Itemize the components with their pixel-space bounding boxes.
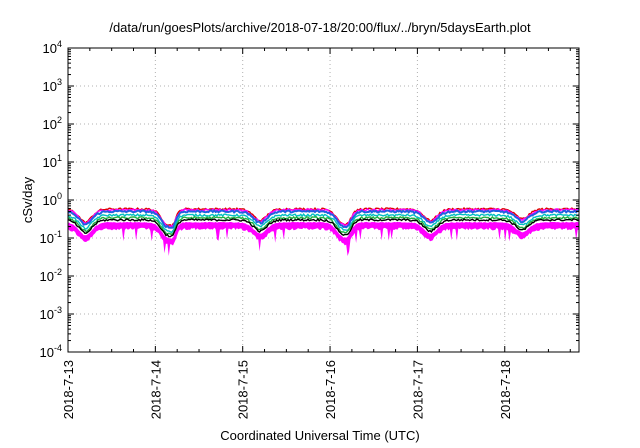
- x-tick-label: 2018-7-18: [498, 360, 513, 419]
- x-axis-label: Coordinated Universal Time (UTC): [220, 428, 420, 443]
- x-tick-label: 2018-7-13: [61, 360, 76, 419]
- x-tick-label: 2018-7-16: [323, 360, 338, 419]
- y-tick-label: 101: [43, 153, 62, 170]
- x-tick-label: 2018-7-14: [148, 360, 163, 419]
- y-tick-label: 10-3: [40, 305, 62, 322]
- y-tick-label: 10-1: [40, 229, 62, 246]
- y-tick-label: 10-2: [40, 267, 62, 284]
- series-line: [67, 213, 580, 234]
- series-band-low: [68, 222, 579, 256]
- series-line: [67, 215, 580, 236]
- y-axis-label: cSv/day: [20, 176, 35, 223]
- x-tick-label: 2018-7-15: [236, 360, 251, 419]
- y-tick-label: 102: [43, 115, 62, 132]
- series-line: [67, 217, 580, 238]
- series-line: [67, 221, 579, 242]
- y-tick-label: 100: [43, 191, 62, 208]
- y-tick-label: 10-4: [40, 343, 62, 360]
- chart-title: /data/run/goesPlots/archive/2018-07-18/2…: [109, 20, 531, 35]
- y-tick-label: 103: [43, 77, 62, 94]
- series-line: [67, 209, 580, 229]
- x-tick-label: 2018-7-17: [410, 360, 425, 419]
- y-tick-label: 104: [43, 39, 62, 56]
